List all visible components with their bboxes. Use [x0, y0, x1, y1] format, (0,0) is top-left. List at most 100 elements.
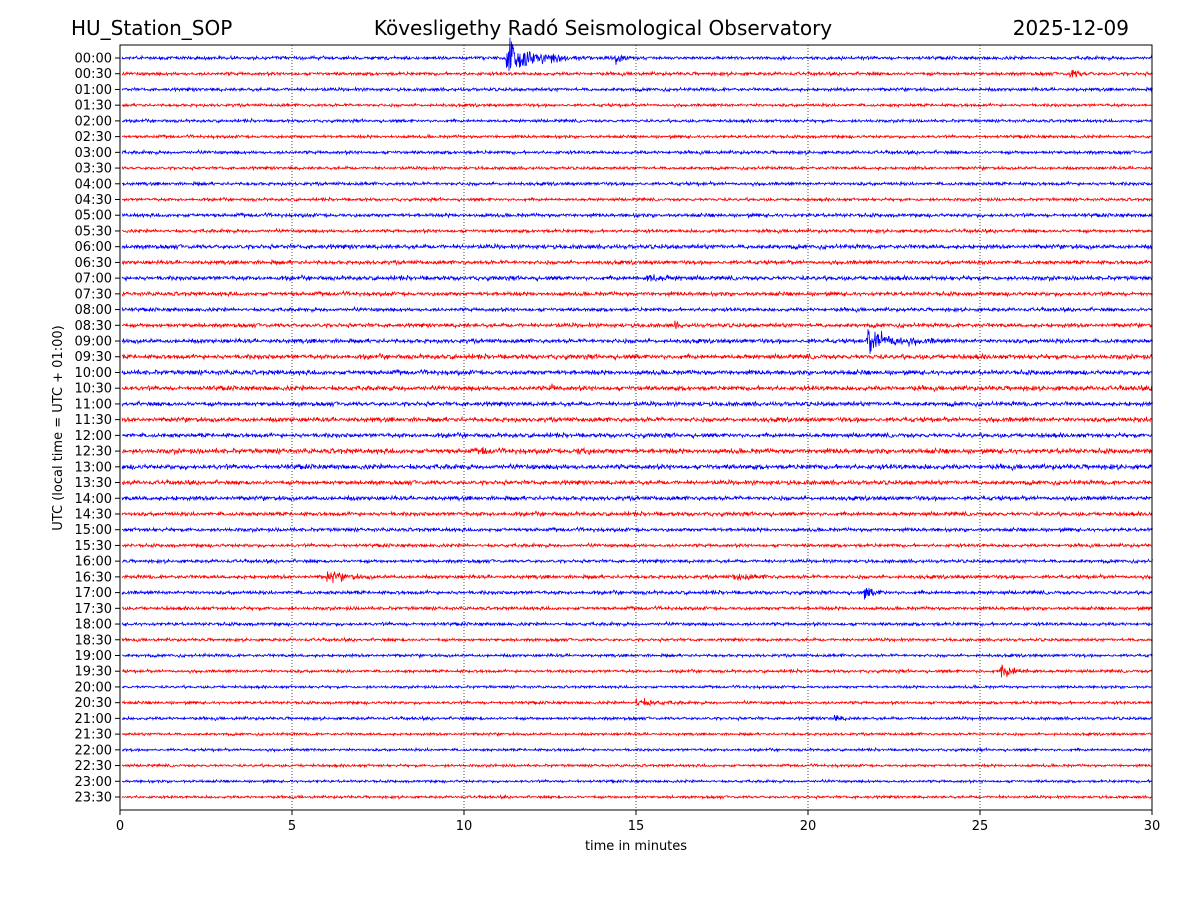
trace-00:30 — [121, 69, 1153, 78]
trace-09:30 — [121, 352, 1153, 362]
row-label: 16:00 — [75, 555, 112, 570]
row-label: 15:30 — [75, 539, 112, 554]
row-label: 14:00 — [75, 492, 112, 507]
trace-20:00 — [121, 683, 1153, 691]
x-tick-label: 20 — [800, 819, 817, 834]
trace-13:30 — [121, 478, 1153, 487]
row-label: 07:30 — [75, 287, 112, 302]
trace-21:30 — [121, 731, 1153, 738]
trace-02:00 — [121, 117, 1153, 125]
row-label: 21:30 — [75, 728, 112, 743]
row-label: 11:30 — [75, 413, 112, 428]
trace-16:00 — [121, 557, 1153, 565]
trace-02:30 — [121, 133, 1153, 141]
x-tick-label: 30 — [1144, 819, 1161, 834]
trace-08:30 — [121, 320, 1153, 330]
row-label: 04:00 — [75, 177, 112, 192]
x-tick-label: 0 — [116, 819, 124, 834]
row-label: 16:30 — [75, 570, 112, 585]
date-label: 2025-12-09 — [1013, 16, 1129, 40]
row-label: 17:30 — [75, 602, 112, 617]
station-label: HU_Station_SOP — [71, 16, 232, 40]
row-label: 20:00 — [75, 680, 112, 695]
trace-group — [121, 37, 1153, 801]
trace-09:00 — [121, 329, 1153, 354]
trace-14:00 — [121, 494, 1153, 503]
trace-15:00 — [121, 526, 1153, 534]
x-tick-label: 15 — [628, 819, 645, 834]
x-axis-label: time in minutes — [585, 839, 687, 854]
trace-16:30 — [121, 571, 1153, 584]
row-label: 01:30 — [75, 99, 112, 114]
trace-01:00 — [121, 86, 1153, 93]
trace-18:00 — [121, 620, 1153, 628]
trace-12:00 — [121, 431, 1153, 440]
row-label: 15:00 — [75, 523, 112, 538]
row-label: 10:30 — [75, 382, 112, 397]
row-label: 21:00 — [75, 712, 112, 727]
row-label: 07:00 — [75, 272, 112, 287]
trace-01:30 — [121, 101, 1153, 109]
row-label: 03:00 — [75, 146, 112, 161]
grid-lines — [291, 45, 981, 810]
row-label: 12:30 — [75, 445, 112, 460]
row-label: 23:30 — [75, 791, 112, 806]
row-label: 22:00 — [75, 743, 112, 758]
row-label: 23:00 — [75, 775, 112, 790]
trace-12:30 — [121, 446, 1153, 456]
row-label: 08:00 — [75, 303, 112, 318]
x-tick-label: 5 — [288, 819, 296, 834]
trace-05:30 — [121, 227, 1153, 235]
trace-23:30 — [121, 793, 1153, 801]
trace-10:00 — [121, 368, 1153, 377]
row-label: 05:30 — [75, 224, 112, 239]
trace-04:00 — [121, 180, 1153, 188]
row-label: 03:30 — [75, 162, 112, 177]
trace-19:00 — [121, 652, 1153, 659]
row-label: 09:00 — [75, 335, 112, 350]
row-label: 06:00 — [75, 240, 112, 255]
trace-19:30 — [121, 664, 1153, 678]
y-axis-label: UTC (local time = UTC + 01:00) — [51, 325, 66, 530]
row-label: 14:30 — [75, 507, 112, 522]
trace-14:30 — [121, 510, 1153, 518]
trace-11:00 — [121, 399, 1153, 409]
trace-10:30 — [121, 383, 1153, 393]
x-axis: 0 5 10 15 20 25 30 — [116, 810, 1160, 834]
trace-22:00 — [121, 746, 1153, 754]
row-label: 04:30 — [75, 193, 112, 208]
trace-23:00 — [121, 778, 1153, 785]
row-label: 06:30 — [75, 256, 112, 271]
y-axis: 00:0000:3001:0001:3002:0002:3003:0003:30… — [75, 52, 120, 806]
row-label: 08:30 — [75, 319, 112, 334]
chart-title: Kövesligethy Radó Seismological Observat… — [374, 16, 832, 40]
trace-03:00 — [121, 148, 1153, 157]
row-label: 20:30 — [75, 696, 112, 711]
row-label: 12:00 — [75, 429, 112, 444]
trace-18:30 — [121, 636, 1153, 644]
row-label: 18:30 — [75, 633, 112, 648]
row-label: 10:00 — [75, 366, 112, 381]
trace-05:00 — [121, 211, 1153, 219]
row-label: 09:30 — [75, 350, 112, 365]
x-tick-label: 25 — [972, 819, 989, 834]
trace-17:30 — [121, 604, 1153, 612]
trace-08:00 — [121, 305, 1153, 314]
row-label: 00:30 — [75, 67, 112, 82]
trace-07:00 — [121, 273, 1153, 283]
row-label: 17:00 — [75, 586, 112, 601]
row-label: 00:00 — [75, 52, 112, 67]
row-label: 11:00 — [75, 397, 112, 412]
row-label: 18:00 — [75, 618, 112, 633]
trace-07:30 — [121, 289, 1153, 298]
row-label: 19:00 — [75, 649, 112, 664]
row-label: 01:00 — [75, 83, 112, 98]
row-label: 13:30 — [75, 476, 112, 491]
row-label: 13:00 — [75, 460, 112, 475]
row-label: 05:00 — [75, 209, 112, 224]
row-label: 19:30 — [75, 665, 112, 680]
trace-17:00 — [121, 587, 1153, 600]
row-label: 02:00 — [75, 114, 112, 129]
trace-06:30 — [121, 258, 1153, 266]
